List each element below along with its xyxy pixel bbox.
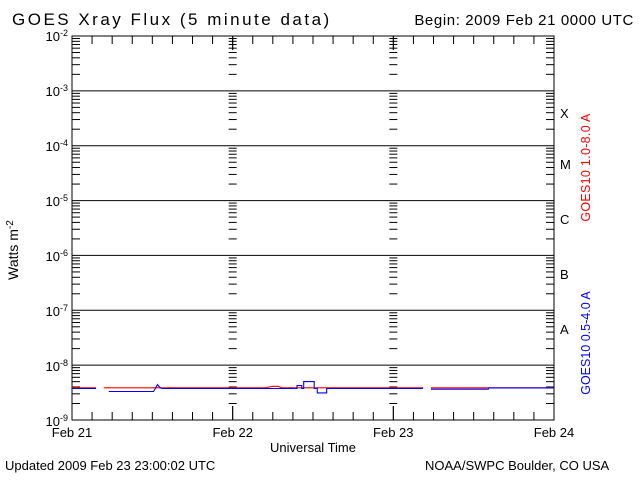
svg-text:10-8: 10-8: [46, 358, 68, 374]
svg-text:Watts m-2: Watts m-2: [5, 220, 21, 280]
svg-text:A: A: [560, 322, 569, 337]
svg-text:Updated 2009 Feb 23 23:00:02 U: Updated 2009 Feb 23 23:00:02 UTC: [5, 458, 215, 473]
svg-text:Universal Time: Universal Time: [270, 440, 356, 455]
svg-text:10-5: 10-5: [46, 193, 68, 209]
svg-text:GOES Xray Flux (5 minute data): GOES Xray Flux (5 minute data): [12, 10, 332, 29]
svg-text:C: C: [560, 212, 569, 227]
svg-text:X: X: [560, 106, 569, 121]
svg-text:Feb 23: Feb 23: [373, 425, 413, 440]
svg-text:10-3: 10-3: [46, 83, 68, 99]
svg-text:B: B: [560, 267, 569, 282]
svg-text:M: M: [560, 157, 571, 172]
svg-text:Feb 21: Feb 21: [52, 425, 92, 440]
svg-text:NOAA/SWPC Boulder, CO USA: NOAA/SWPC Boulder, CO USA: [425, 458, 610, 473]
svg-text:10-7: 10-7: [46, 303, 68, 319]
svg-text:Begin: 2009 Feb 21 0000 UTC: Begin: 2009 Feb 21 0000 UTC: [414, 12, 634, 29]
svg-text:GOES10 1.0-8.0 A: GOES10 1.0-8.0 A: [579, 113, 593, 222]
svg-text:Feb 22: Feb 22: [212, 425, 252, 440]
svg-text:GOES10 0.5-4.0 A: GOES10 0.5-4.0 A: [579, 291, 593, 395]
svg-text:10-6: 10-6: [46, 248, 68, 264]
svg-text:10-4: 10-4: [46, 138, 68, 154]
svg-text:10-2: 10-2: [46, 28, 68, 44]
svg-text:Feb 24: Feb 24: [534, 425, 574, 440]
